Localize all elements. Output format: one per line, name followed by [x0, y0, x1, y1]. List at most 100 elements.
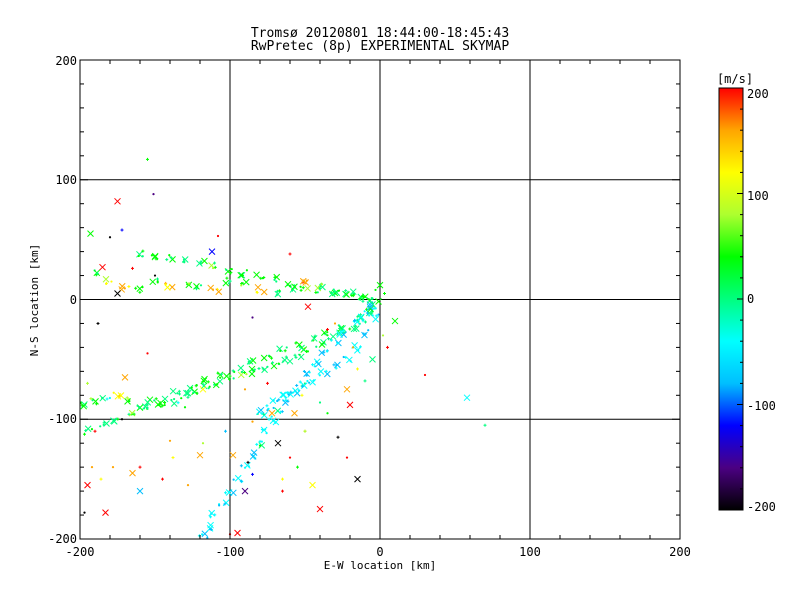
- y-tick-label: 0: [70, 293, 77, 307]
- data-point: [334, 366, 338, 370]
- data-point: [222, 279, 230, 287]
- data-point: [95, 271, 99, 275]
- data-point: [324, 369, 328, 373]
- data-point: [291, 283, 298, 291]
- data-point: [146, 352, 149, 355]
- data-point: [194, 287, 198, 291]
- data-point: [127, 412, 131, 416]
- data-point: [120, 418, 124, 421]
- data-point: [323, 332, 326, 335]
- data-point: [272, 406, 275, 410]
- data-point: [251, 316, 254, 319]
- data-point: [358, 297, 362, 301]
- data-point: [84, 429, 88, 433]
- data-point: [207, 521, 214, 529]
- axis-ticks: [79, 59, 681, 540]
- data-point: [260, 354, 268, 362]
- data-point: [90, 428, 94, 431]
- data-point: [291, 409, 298, 417]
- data-point: [213, 261, 217, 265]
- data-point: [296, 465, 299, 469]
- data-point: [234, 474, 242, 482]
- data-point: [254, 283, 262, 291]
- data-point: [343, 385, 351, 393]
- data-point: [350, 325, 358, 333]
- data-point: [154, 257, 158, 261]
- data-point: [146, 406, 149, 409]
- data-point: [218, 504, 221, 507]
- data-point: [281, 477, 284, 481]
- data-point: [164, 284, 171, 291]
- data-point: [336, 342, 340, 345]
- data-point: [374, 314, 378, 318]
- data-point: [276, 345, 283, 353]
- data-point: [144, 398, 152, 406]
- data-point: [253, 271, 260, 279]
- data-point: [173, 397, 176, 401]
- data-point: [329, 338, 333, 342]
- data-point: [138, 406, 142, 410]
- y-tick-labels: -200 -100 0 100 200: [48, 54, 77, 546]
- data-point: [201, 375, 208, 383]
- data-point: [169, 256, 176, 263]
- data-point: [239, 464, 243, 468]
- data-point: [281, 356, 289, 364]
- data-point: [215, 288, 223, 296]
- data-point: [318, 287, 321, 290]
- data-point: [201, 257, 208, 265]
- data-point: [336, 331, 344, 338]
- data-point: [91, 399, 94, 402]
- data-point: [201, 530, 209, 538]
- data-point: [112, 391, 115, 394]
- data-point: [287, 393, 290, 396]
- data-point: [84, 481, 91, 489]
- data-point: [155, 277, 159, 281]
- data-point: [90, 466, 94, 469]
- data-point: [114, 197, 121, 205]
- data-point: [137, 254, 140, 258]
- data-point: [363, 310, 366, 313]
- data-point: [356, 367, 359, 371]
- data-point: [258, 439, 262, 443]
- data-point: [220, 372, 224, 376]
- data-point: [303, 429, 307, 433]
- data-point: [377, 313, 380, 316]
- data-point: [315, 345, 318, 348]
- data-point: [102, 509, 109, 517]
- data-point: [170, 398, 173, 402]
- data-point: [366, 303, 374, 311]
- data-point: [304, 285, 311, 292]
- data-point: [225, 268, 228, 271]
- data-point: [322, 350, 326, 354]
- data-point: [244, 462, 251, 469]
- data-point: [138, 465, 142, 469]
- data-point: [293, 353, 297, 357]
- data-point: [124, 397, 131, 405]
- data-point: [216, 371, 224, 379]
- data-point: [201, 442, 205, 445]
- data-point: [240, 370, 244, 373]
- data-points: [80, 157, 487, 539]
- x-tick-label: 100: [519, 545, 541, 559]
- data-point: [253, 368, 256, 371]
- data-point: [346, 401, 354, 409]
- y-tick-label: -100: [48, 412, 77, 426]
- data-point: [169, 387, 177, 395]
- data-point: [196, 260, 203, 267]
- data-point: [323, 370, 331, 378]
- data-point: [230, 267, 233, 271]
- data-point: [199, 284, 203, 287]
- data-point: [354, 324, 357, 327]
- data-point: [333, 322, 337, 325]
- data-point: [190, 386, 193, 389]
- data-point: [352, 292, 355, 295]
- data-point: [108, 236, 112, 239]
- data-point: [216, 234, 220, 238]
- data-point: [337, 289, 341, 292]
- data-point: [361, 331, 368, 339]
- data-point: [286, 357, 294, 365]
- data-point: [299, 285, 302, 288]
- data-point: [284, 399, 287, 402]
- data-point: [102, 275, 110, 283]
